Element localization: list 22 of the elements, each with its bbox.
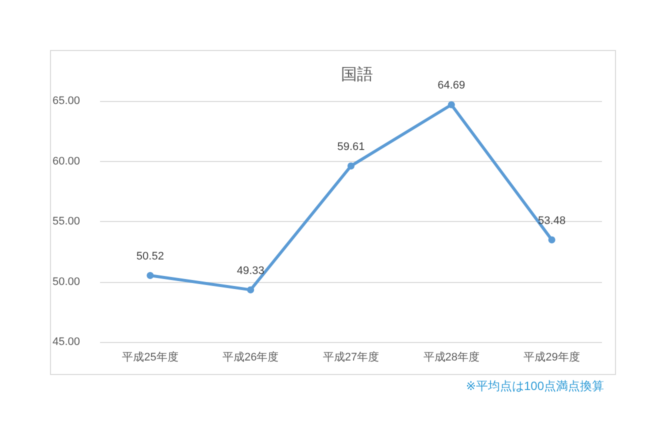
x-tick-label: 平成27年度 bbox=[322, 350, 380, 364]
point bbox=[548, 236, 556, 244]
point bbox=[348, 162, 354, 170]
x-tick-label: 平成26年度 bbox=[222, 350, 279, 364]
x-tick-label: 平成29年度 bbox=[524, 350, 580, 364]
y-tick-label: 65.00 bbox=[52, 95, 80, 107]
text: ※平均点は100点満点換算 bbox=[466, 379, 604, 393]
x-tick-label: 平成28年度 bbox=[423, 350, 480, 364]
y-tick-label: 60.00 bbox=[52, 155, 80, 168]
data-label: 64.69 bbox=[438, 80, 466, 92]
chart-title: 国語 bbox=[341, 66, 373, 84]
y-tick-label: 50.00 bbox=[52, 276, 80, 288]
data-label: 49.33 bbox=[236, 264, 264, 277]
x-tick-label: 平成25年度 bbox=[122, 350, 178, 364]
data-label: 53.48 bbox=[538, 214, 566, 227]
point bbox=[448, 101, 455, 108]
point bbox=[247, 286, 254, 294]
y-tick-label: 55.00 bbox=[52, 216, 80, 228]
data-label: 59.61 bbox=[337, 140, 365, 153]
point bbox=[146, 272, 154, 279]
y-tick-label: 45.00 bbox=[52, 336, 80, 348]
data-label: 50.52 bbox=[136, 250, 164, 262]
